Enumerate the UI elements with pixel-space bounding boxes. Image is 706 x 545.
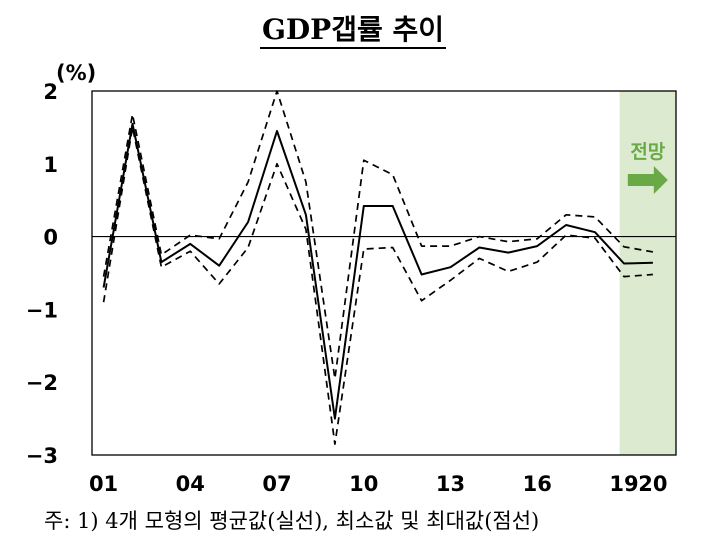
y-unit-label: (%) <box>56 61 96 85</box>
y-tick-label: 1 <box>43 153 58 177</box>
chart-footnote: 주: 1) 4개 모형의 평균값(실선), 최소값 및 최대값(점선) <box>44 509 540 533</box>
forecast-label: 전망 <box>630 141 665 163</box>
forecast-shading <box>619 91 676 455</box>
x-tick-label: 13 <box>436 472 465 496</box>
x-tick-label: 07 <box>262 472 291 496</box>
y-tick-label: 0 <box>43 226 58 250</box>
x-tick-label: 16 <box>523 472 552 496</box>
plot-frame <box>91 90 677 456</box>
y-tick-label: 2 <box>43 80 58 104</box>
series-line-min <box>102 126 653 445</box>
x-tick-label: 01 <box>89 472 118 496</box>
x-tick-label: 04 <box>176 472 205 496</box>
x-tick-label: 20 <box>638 472 667 496</box>
y-tick-label: −2 <box>26 371 58 395</box>
chart-title: GDP갭률 추이 <box>0 8 706 49</box>
y-tick-label: −3 <box>26 444 58 468</box>
x-tick-label: 10 <box>349 472 378 496</box>
x-tick-label: 19 <box>609 472 638 496</box>
series-line-max <box>102 90 654 380</box>
series-line-mean <box>102 122 653 420</box>
y-tick-label: −1 <box>26 298 58 322</box>
forecast-arrow-icon <box>627 166 668 194</box>
